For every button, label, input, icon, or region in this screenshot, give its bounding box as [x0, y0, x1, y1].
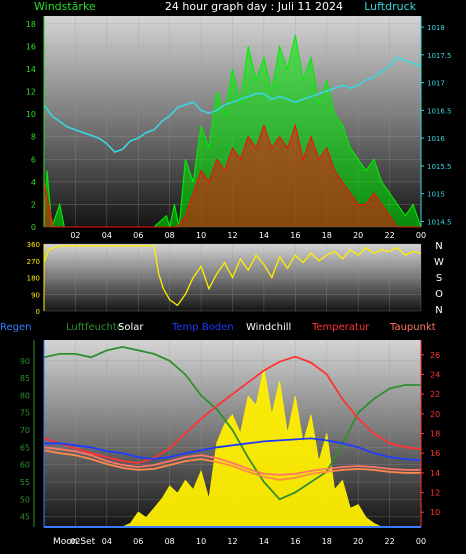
wind-x-tick: 10 — [196, 231, 206, 240]
climate-x-tick: 02 — [70, 537, 80, 546]
wind-right-tick: 1016.5 — [427, 107, 452, 115]
climate-left-tick: 55 — [20, 478, 30, 487]
wind-panel: 0246810121416181014.510151015.510161016.… — [26, 16, 452, 240]
legend-item: Taupunkt — [389, 322, 436, 333]
climate-left-tick: 65 — [20, 443, 30, 452]
compass-label: N — [435, 241, 442, 252]
wind-x-tick: 14 — [259, 231, 269, 240]
climate-x-tick: 14 — [259, 537, 269, 546]
climate-right-tick: 12 — [430, 489, 440, 498]
climate-left-tick: 90 — [20, 357, 30, 366]
dir-left-tick: 360 — [27, 241, 40, 249]
climate-x-tick: 04 — [102, 537, 112, 546]
header-title: 24 hour graph day : Juli 11 2024 — [165, 0, 343, 13]
climate-x-tick: 20 — [353, 537, 363, 546]
climate-left-tick: 60 — [20, 461, 30, 470]
climate-series-line — [43, 345, 421, 501]
legend-item: Temperatur — [311, 322, 370, 333]
wind-x-tick: 00 — [416, 231, 426, 240]
climate-panel: 45 50 55 60 65 70 75 80 85 90 10 12 14 16 18 20 22 24 26 02… — [20, 340, 440, 546]
climate-series-line — [43, 355, 422, 464]
wind-left-tick: 8 — [31, 133, 36, 142]
solar-area — [44, 368, 421, 528]
wind-left-tick: 18 — [26, 20, 36, 29]
wind-x-tick: 22 — [384, 231, 394, 240]
wind-x-tick: 20 — [353, 231, 363, 240]
wind-x-tick: 16 — [290, 231, 300, 240]
legend-item: Temp Boden — [171, 322, 234, 333]
climate-right-tick: 26 — [430, 351, 440, 360]
wind-x-tick: 06 — [133, 231, 143, 240]
header-left-label: Windstärke — [34, 0, 96, 13]
compass-label: S — [436, 273, 442, 284]
moon-label: Moon Set — [53, 537, 96, 547]
wind-right-tick: 1017 — [427, 80, 445, 88]
climate-x-tick: 16 — [290, 537, 300, 546]
wind-x-tick: 04 — [102, 231, 112, 240]
climate-left-tick: 80 — [20, 391, 30, 400]
climate-right-tick: 24 — [430, 370, 440, 379]
legend-item: Luftfeuchte — [66, 322, 123, 333]
climate-left-tick: 70 — [20, 426, 30, 435]
climate-x-tick: 06 — [133, 537, 143, 546]
compass-label: N — [435, 305, 442, 316]
legend-item: Solar — [118, 322, 144, 333]
compass-label: O — [435, 289, 443, 300]
wind-right-tick: 1015 — [427, 191, 445, 199]
climate-series-line — [44, 437, 422, 461]
wind-right-tick: 1017.5 — [427, 52, 452, 60]
climate-left-tick: 50 — [20, 495, 30, 504]
climate-left-tick: 85 — [20, 374, 30, 383]
header-right-label: Luftdruck — [364, 0, 416, 13]
wind-right-tick: 1016 — [427, 135, 445, 143]
climate-x-tick: 22 — [384, 537, 394, 546]
compass-label: W — [434, 257, 444, 268]
climate-left-tick: 75 — [20, 409, 30, 418]
wind-right-tick: 1018 — [427, 24, 445, 32]
climate-right-tick: 18 — [430, 430, 440, 439]
wind-left-tick: 4 — [31, 178, 36, 187]
wind-x-tick: 02 — [70, 231, 80, 240]
wind-series-line — [43, 123, 421, 228]
legend-item: Regen — [0, 322, 32, 333]
climate-x-tick: 12 — [227, 537, 237, 546]
legend-item: Windchill — [246, 322, 291, 333]
climate-right-tick: 20 — [430, 410, 440, 419]
wind-left-tick: 2 — [31, 200, 36, 209]
dir-left-tick: 270 — [27, 258, 40, 266]
climate-right-tick: 14 — [430, 469, 440, 478]
wind-left-tick: 12 — [26, 88, 36, 97]
wind-x-tick: 12 — [227, 231, 237, 240]
climate-right-tick: 22 — [430, 390, 440, 399]
climate-x-tick: 18 — [322, 537, 332, 546]
wind-right-tick: 1014.5 — [427, 218, 452, 226]
wind-left-tick: 6 — [31, 155, 36, 164]
dir-left-tick: 0 — [36, 308, 40, 316]
climate-x-tick: 08 — [165, 537, 175, 546]
wind-series-fill — [44, 125, 421, 227]
climate-series-line — [43, 449, 421, 481]
wind-series-line — [43, 56, 422, 153]
wind-left-tick: 10 — [26, 110, 36, 119]
wind-left-tick: 0 — [31, 223, 36, 232]
climate-x-tick: 00 — [416, 537, 426, 546]
wind-x-tick: 18 — [322, 231, 332, 240]
dir-left-tick: 180 — [27, 275, 40, 283]
wind-x-tick: 08 — [165, 231, 175, 240]
wind-right-tick: 1015.5 — [427, 163, 452, 171]
climate-series-line — [43, 446, 421, 476]
dir-left-tick: 90 — [31, 291, 40, 299]
wind-left-tick: 16 — [26, 42, 36, 51]
wind-left-tick: 14 — [26, 65, 36, 74]
climate-x-tick: 10 — [196, 537, 206, 546]
climate-right-tick: 10 — [430, 508, 440, 517]
dir-series-line — [43, 245, 422, 307]
climate-left-tick: 45 — [20, 513, 30, 522]
climate-right-tick: 16 — [430, 449, 440, 458]
